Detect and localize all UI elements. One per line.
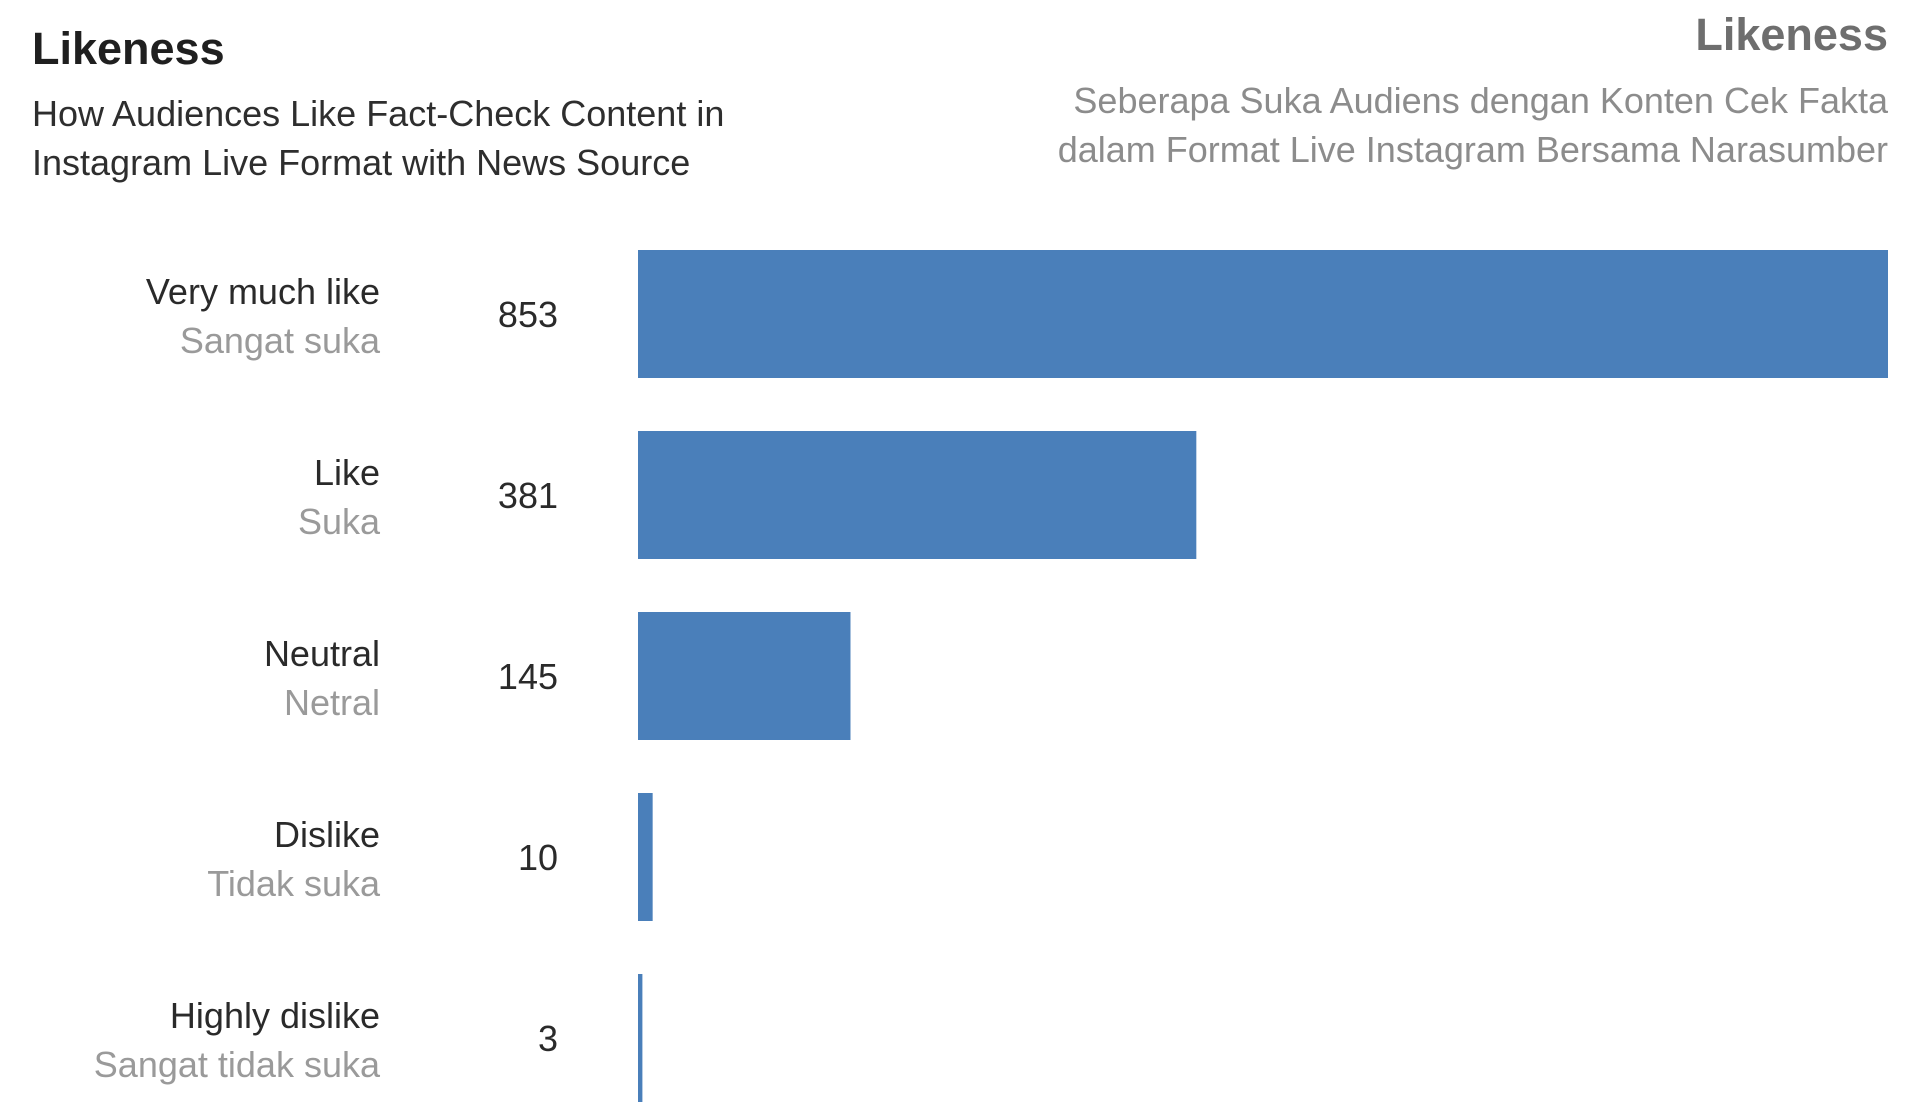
chart-title-en: Likeness [32,23,225,74]
bar [638,793,653,921]
chart-subtitle-en-line-2: Instagram Live Format with News Source [32,142,690,183]
category-label-secondary: Netral [284,682,380,723]
bar [638,250,1888,378]
bar-group: Very much like Sangat suka 853 Like Suka 381 N… [94,250,1888,1102]
category-label: Neutral [264,633,380,674]
category-label-secondary: Sangat tidak suka [94,1044,381,1085]
data-label: 3 [538,1018,558,1059]
category-label-secondary: Tidak suka [207,863,381,904]
bar [638,974,643,1102]
chart-title-id: Likeness [1695,9,1888,60]
category-label-secondary: Sangat suka [180,320,381,361]
bar [638,612,851,740]
category-label-secondary: Suka [298,501,381,542]
category-label: Very much like [146,271,380,312]
chart-subtitle-en-line-1: How Audiences Like Fact-Check Content in [32,93,724,134]
category-label: Like [314,452,380,493]
data-label: 145 [498,656,558,697]
chart-subtitle-id-line-2: dalam Format Live Instagram Bersama Nara… [1058,129,1888,170]
data-label: 381 [498,475,558,516]
chart-subtitle-id-line-1: Seberapa Suka Audiens dengan Konten Cek … [1073,80,1889,121]
category-label: Dislike [274,814,380,855]
data-label: 10 [518,837,558,878]
category-label: Highly dislike [170,995,380,1036]
bar [638,431,1197,559]
data-label: 853 [498,294,558,335]
